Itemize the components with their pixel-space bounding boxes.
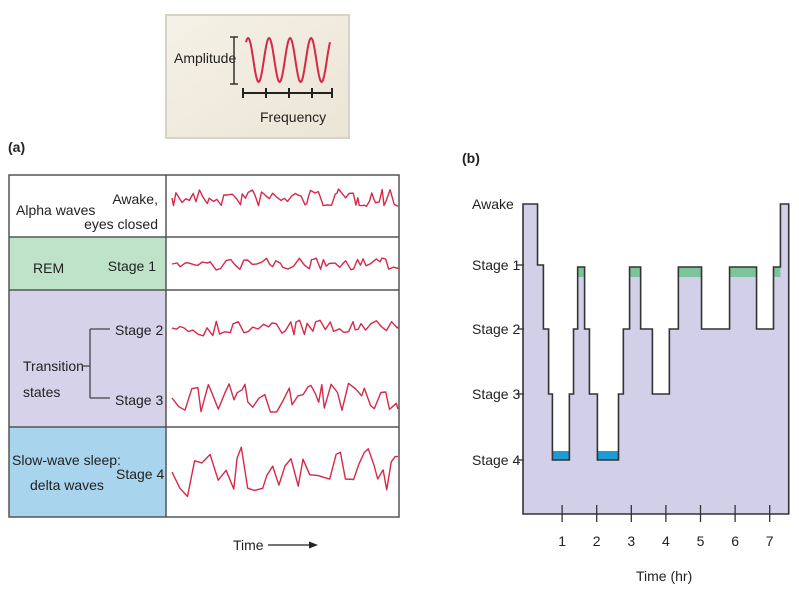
rem-band bbox=[577, 267, 585, 277]
y-tick-label: Awake bbox=[472, 196, 514, 212]
rem-band bbox=[773, 267, 781, 277]
frequency-axis-icon bbox=[242, 88, 333, 98]
rem-band bbox=[729, 267, 757, 277]
x-tick-label: 1 bbox=[558, 533, 566, 549]
time-arrow-icon bbox=[268, 541, 318, 549]
eeg-panel: (a) Alpha waves Awake, eyes closed REM S… bbox=[8, 139, 400, 553]
rem-band bbox=[629, 267, 641, 277]
stage4-wave-trace bbox=[171, 446, 399, 498]
y-tick-label: Stage 3 bbox=[472, 386, 520, 402]
alpha-waves-label: Alpha waves bbox=[16, 202, 95, 218]
amplitude-label: Amplitude bbox=[174, 50, 236, 66]
stage4-band bbox=[552, 451, 570, 460]
stage1-wave-trace bbox=[171, 257, 399, 271]
eyes-closed-label: eyes closed bbox=[84, 216, 158, 232]
time-label: Time bbox=[233, 537, 264, 553]
y-tick-label: Stage 1 bbox=[472, 257, 520, 273]
row-awake-bg bbox=[9, 175, 166, 237]
row-rem-bg bbox=[9, 237, 166, 290]
hypnogram-chart: (b) Time (hr) Awake Stage 1 Stage 2 Stage 3… bbox=[462, 150, 790, 584]
frequency-label: Frequency bbox=[260, 109, 326, 125]
stage4-label: Stage 4 bbox=[116, 466, 164, 482]
x-tick-label: 4 bbox=[662, 533, 670, 549]
stage3-wave-trace bbox=[171, 382, 399, 413]
hypnogram-line bbox=[522, 203, 790, 515]
stage3-label: Stage 3 bbox=[115, 392, 163, 408]
alpha-wave-trace bbox=[171, 188, 399, 208]
rem-band bbox=[678, 267, 702, 277]
awake-label: Awake, bbox=[112, 191, 158, 207]
stage4-band bbox=[597, 451, 619, 460]
row-transition-bg bbox=[9, 290, 166, 427]
x-axis-label: Time (hr) bbox=[636, 568, 692, 584]
row-slowwave-bg bbox=[9, 427, 166, 517]
x-tick-label: 3 bbox=[627, 533, 635, 549]
rem-label: REM bbox=[33, 260, 64, 276]
table-grid bbox=[8, 174, 400, 518]
x-tick-label: 2 bbox=[593, 533, 601, 549]
transition-bracket bbox=[82, 328, 110, 399]
hypnogram-area bbox=[523, 204, 789, 514]
stage2-label: Stage 2 bbox=[115, 322, 163, 338]
stage2-wave-trace bbox=[171, 319, 399, 337]
wave-legend: Amplitude Frequency bbox=[165, 14, 350, 139]
y-tick-label: Stage 2 bbox=[472, 321, 520, 337]
sine-wave-icon bbox=[245, 36, 331, 84]
panel-a-label: (a) bbox=[8, 139, 25, 155]
states-label: states bbox=[23, 384, 60, 400]
x-tick-label: 7 bbox=[766, 533, 774, 549]
panel-b-label: (b) bbox=[462, 150, 480, 166]
x-tick-label: 5 bbox=[697, 533, 705, 549]
stage1-label: Stage 1 bbox=[108, 258, 156, 274]
delta-waves-label: delta waves bbox=[30, 477, 104, 493]
x-tick-label: 6 bbox=[731, 533, 739, 549]
slow-wave-sleep-label: Slow-wave sleep: bbox=[12, 452, 121, 468]
transition-label: Transition bbox=[23, 358, 84, 374]
y-tick-label: Stage 4 bbox=[472, 452, 520, 468]
amplitude-bar-icon bbox=[230, 36, 238, 85]
